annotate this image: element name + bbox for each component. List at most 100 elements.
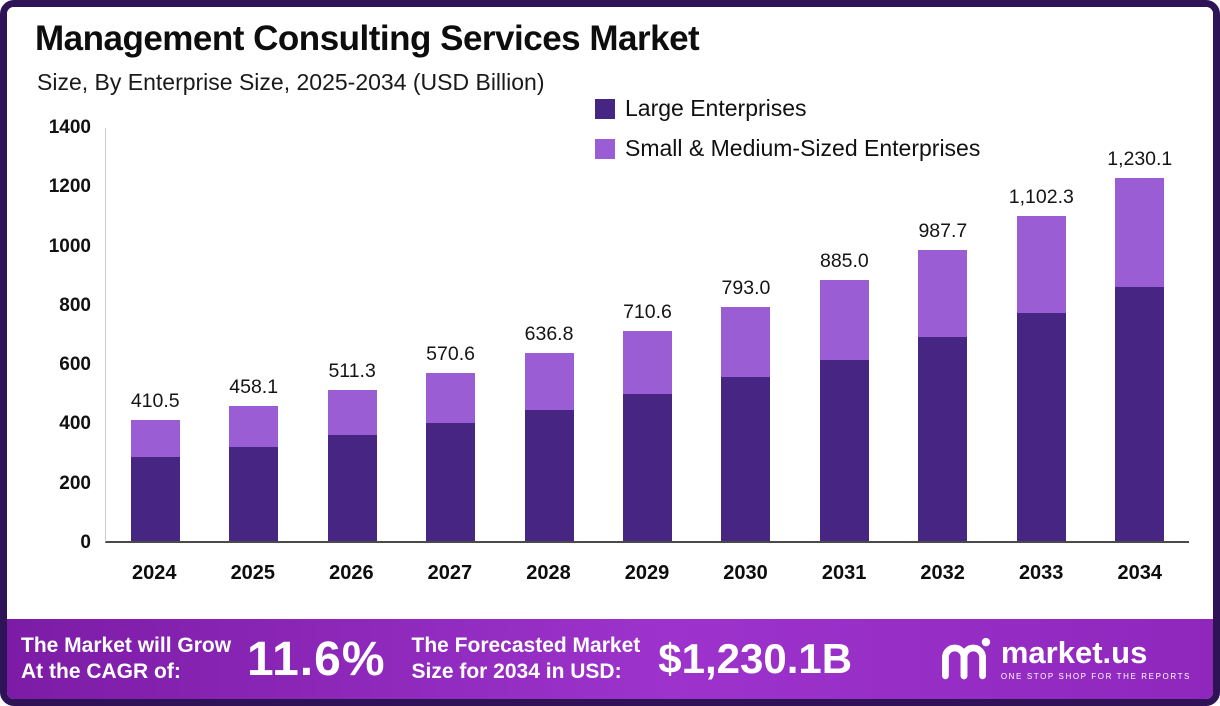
bar-chart: 0 200 400 600 800 1000 1200 1400 410.5 458.1 511.… bbox=[19, 117, 1189, 595]
y-axis-tick-label: 1400 bbox=[48, 117, 91, 138]
bar-column: 511.3 bbox=[303, 128, 401, 541]
stacked-bar bbox=[130, 419, 180, 541]
bar-column: 458.1 bbox=[204, 128, 302, 541]
bar-segment-large-enterprises bbox=[819, 359, 869, 541]
bar-value-label: 410.5 bbox=[130, 389, 180, 412]
brand: market.us ONE STOP SHOP FOR THE REPORTS bbox=[937, 632, 1191, 686]
bar-value-label: 458.1 bbox=[229, 375, 279, 398]
bar-segment-small-medium-enterprises bbox=[918, 249, 968, 338]
x-axis-tick-label: 2024 bbox=[132, 561, 177, 584]
chart-panel: Management Consulting Services Market Si… bbox=[7, 7, 1213, 615]
y-axis: 0 200 400 600 800 1000 1200 1400 bbox=[19, 117, 105, 553]
y-axis-tick-label: 1000 bbox=[48, 235, 91, 257]
bar-segment-large-enterprises bbox=[1016, 313, 1066, 541]
cagr-label: The Market will Grow At the CAGR of: bbox=[21, 633, 231, 684]
bar-segment-small-medium-enterprises bbox=[524, 353, 574, 410]
x-axis-tick-label: 2026 bbox=[329, 561, 374, 584]
bar-column: 793.0 bbox=[697, 128, 795, 541]
legend: Large Enterprises Small & Medium-Sized En… bbox=[595, 95, 980, 162]
brand-text: market.us ONE STOP SHOP FOR THE REPORTS bbox=[1001, 637, 1191, 681]
stacked-bar bbox=[1016, 215, 1066, 541]
brand-name: market.us bbox=[1000, 635, 1148, 670]
x-axis-tick-label: 2029 bbox=[624, 561, 670, 584]
stacked-bar bbox=[1115, 178, 1165, 541]
bar-segment-small-medium-enterprises bbox=[229, 405, 279, 447]
legend-item: Large Enterprises bbox=[595, 95, 980, 122]
bar-segment-small-medium-enterprises bbox=[819, 279, 869, 360]
bar-segment-large-enterprises bbox=[130, 456, 180, 541]
bar-segment-small-medium-enterprises bbox=[622, 331, 672, 395]
x-axis: 2024 2025 2026 2027 2028 2029 2030 2031 2032 2033… bbox=[105, 543, 1189, 595]
bar-column: 885.0 bbox=[795, 128, 893, 541]
bar-value-label: 636.8 bbox=[524, 323, 574, 346]
y-axis-tick-label: 600 bbox=[59, 354, 91, 376]
stacked-bar bbox=[524, 353, 574, 541]
legend-label: Large Enterprises bbox=[625, 95, 807, 121]
bar-segment-large-enterprises bbox=[622, 394, 672, 541]
bar-segment-large-enterprises bbox=[524, 409, 574, 541]
bar-segment-large-enterprises bbox=[1115, 287, 1165, 541]
bar-value-label: 570.6 bbox=[426, 342, 475, 365]
y-axis-tick-label: 400 bbox=[59, 413, 91, 435]
cagr-value: 11.6% bbox=[247, 632, 386, 686]
bar-value-label: 1,102.3 bbox=[1008, 185, 1074, 208]
bar-segment-large-enterprises bbox=[327, 434, 377, 541]
bar-value-label: 987.7 bbox=[918, 219, 968, 242]
plot-area: 410.5 458.1 511.3 570.6 636.8 710.6 793.0 885.0… bbox=[105, 128, 1189, 543]
legend-swatch bbox=[595, 138, 615, 159]
x-axis-tick-label: 2033 bbox=[1018, 561, 1064, 584]
bar-segment-small-medium-enterprises bbox=[1115, 178, 1165, 288]
x-axis-tick-label: 2027 bbox=[427, 561, 473, 584]
chart-subtitle: Size, By Enterprise Size, 2025-2034 (USD… bbox=[37, 69, 545, 95]
x-axis-tick-label: 2028 bbox=[526, 561, 571, 584]
brand-tagline: ONE STOP SHOP FOR THE REPORTS bbox=[1000, 672, 1191, 681]
bar-column: 410.5 bbox=[106, 128, 204, 541]
y-axis-tick-label: 1200 bbox=[48, 176, 91, 198]
legend-item: Small & Medium-Sized Enterprises bbox=[595, 135, 980, 162]
cagr-label-line1: The Market will Grow bbox=[21, 634, 232, 658]
forecast-label-line1: The Forecasted Market bbox=[411, 634, 641, 658]
forecast-label: The Forecasted Market Size for 2034 in U… bbox=[412, 633, 641, 684]
bar-value-label: 885.0 bbox=[819, 249, 869, 272]
stacked-bar bbox=[622, 331, 672, 541]
bar-segment-small-medium-enterprises bbox=[426, 372, 476, 424]
legend-swatch bbox=[595, 98, 615, 119]
market-us-logo-icon bbox=[941, 637, 991, 680]
bar-column: 570.6 bbox=[401, 128, 499, 541]
forecast-label-line2: Size for 2034 in USD: bbox=[411, 660, 622, 683]
bar-column: 987.7 bbox=[894, 128, 992, 541]
bar-column: 1,102.3 bbox=[992, 128, 1090, 541]
page-title: Management Consulting Services Market bbox=[35, 19, 700, 58]
legend-label: Small & Medium-Sized Enterprises bbox=[625, 135, 981, 161]
bar-column: 636.8 bbox=[500, 128, 598, 541]
bar-column: 710.6 bbox=[598, 128, 696, 541]
stacked-bar bbox=[229, 405, 279, 541]
bar-segment-large-enterprises bbox=[229, 446, 279, 541]
bar-value-label: 1,230.1 bbox=[1107, 148, 1173, 171]
x-axis-tick-label: 2025 bbox=[230, 561, 276, 584]
cagr-label-line2: At the CAGR of: bbox=[21, 660, 181, 683]
stacked-bar bbox=[327, 390, 377, 541]
x-axis-tick-label: 2034 bbox=[1117, 561, 1162, 584]
bar-segment-small-medium-enterprises bbox=[1016, 215, 1066, 314]
stacked-bar bbox=[426, 372, 476, 541]
x-axis-tick-label: 2030 bbox=[723, 561, 768, 584]
forecast-value: $1,230.1B bbox=[658, 635, 853, 682]
stacked-bar bbox=[819, 279, 869, 541]
y-axis-tick-label: 0 bbox=[80, 532, 91, 553]
axis-corner bbox=[19, 543, 105, 595]
bar-segment-large-enterprises bbox=[918, 337, 968, 541]
bar-value-label: 511.3 bbox=[328, 360, 376, 383]
bar-column: 1,230.1 bbox=[1091, 128, 1189, 541]
stacked-bar bbox=[918, 249, 968, 541]
bar-value-label: 793.0 bbox=[721, 277, 771, 300]
bar-segment-small-medium-enterprises bbox=[130, 419, 180, 457]
y-axis-tick-label: 200 bbox=[59, 472, 91, 494]
x-axis-tick-label: 2032 bbox=[920, 561, 965, 584]
y-axis-tick-label: 800 bbox=[59, 294, 91, 316]
bar-segment-large-enterprises bbox=[426, 423, 476, 541]
bar-value-label: 710.6 bbox=[623, 301, 672, 324]
bar-segment-small-medium-enterprises bbox=[327, 390, 377, 435]
footer-banner: The Market will Grow At the CAGR of: 11.… bbox=[7, 615, 1213, 699]
